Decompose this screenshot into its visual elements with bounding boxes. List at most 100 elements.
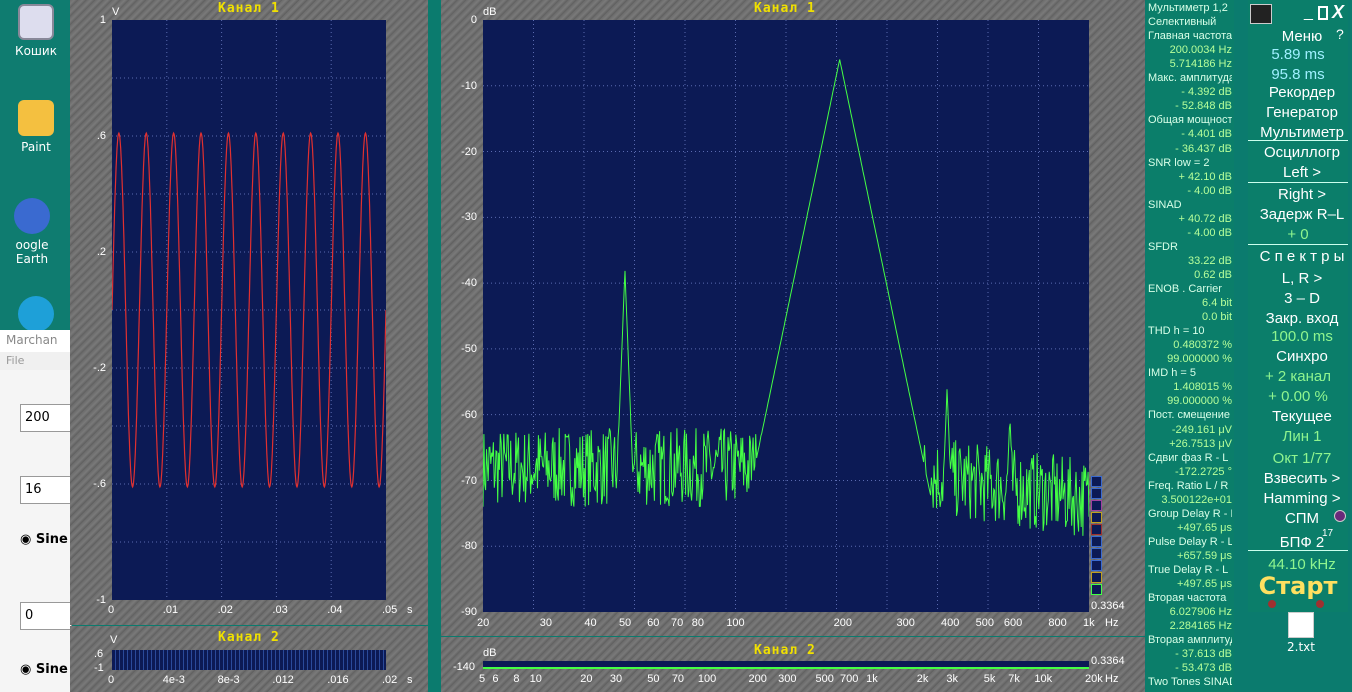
spec1-yunit: dB [483, 6, 497, 18]
google-earth-icon[interactable]: oogle Earth [0, 198, 64, 266]
menu-item[interactable]: Синхро [1276, 348, 1328, 365]
multimeter-row: + 40.72 dB [1178, 212, 1232, 225]
menu-item[interactable]: + 0 [1287, 226, 1309, 243]
spec2-xtick: 8 [513, 673, 520, 685]
field-2[interactable]: 16 [20, 476, 72, 504]
menu-item[interactable]: Генератор [1266, 104, 1338, 121]
swatch[interactable] [1091, 488, 1102, 499]
osc2-xtick: 0 [108, 674, 115, 686]
menu-item[interactable]: 44.10 kHz [1268, 556, 1336, 573]
multimeter-row: Сдвиг фаз R - L [1148, 451, 1229, 464]
spec1-trace [482, 59, 1090, 536]
menu-item[interactable]: 95.8 ms [1271, 66, 1325, 83]
menu-item[interactable]: Меню [1281, 28, 1323, 45]
spec1-ytick: -30 [461, 211, 477, 224]
radio-sine-2[interactable]: ◉ Sine [20, 662, 68, 677]
spec2-xtick: 2k [916, 673, 929, 685]
menu-item[interactable]: Задерж R–L [1259, 206, 1345, 223]
multimeter-row: - 4.00 dB [1187, 226, 1232, 239]
menu-item[interactable]: 3 – D [1284, 290, 1320, 307]
osc1-plot[interactable] [111, 20, 387, 600]
menu-item[interactable]: Hamming > [1263, 490, 1341, 507]
field-3[interactable]: 0 [20, 602, 72, 630]
oscilloscope-ch2-panel: Канал 2 V .6 -1 s 0 4e-3 8e-3 .012 .016 .02 [70, 626, 428, 692]
help-button[interactable]: ? [1336, 26, 1344, 42]
spec2-plot[interactable] [483, 661, 1089, 669]
menu-item[interactable]: + 0.00 % [1268, 388, 1328, 405]
menu-item[interactable]: Текущее [1272, 408, 1332, 425]
osc2-yunit: V [110, 634, 118, 646]
menu-item[interactable]: 100.0 ms [1271, 328, 1333, 345]
swatch[interactable] [1091, 524, 1102, 535]
multimeter-row: ENOB . Carrier [1148, 283, 1222, 295]
menu-item[interactable]: Взвесить > [1263, 470, 1341, 487]
menu-separator [1248, 550, 1348, 551]
menu-item[interactable]: БПФ 2 [1279, 534, 1325, 551]
maximize-button[interactable] [1318, 6, 1328, 20]
swatch[interactable] [1091, 572, 1102, 583]
spec1-ytick: -40 [461, 277, 477, 290]
osc1-xtick: .01 [162, 604, 179, 616]
multimeter-row: Freq. Ratio L / R [1148, 479, 1229, 492]
edge-icon[interactable] [4, 296, 68, 336]
multimeter-row: 6.4 bit [1202, 297, 1232, 310]
swatch[interactable] [1091, 536, 1102, 547]
recycle-bin-icon[interactable]: Кошик [4, 4, 68, 58]
spec1-plot[interactable] [482, 20, 1090, 612]
swatch[interactable] [1091, 560, 1102, 571]
menu-item[interactable]: Закр. вход [1265, 310, 1339, 327]
menu-item[interactable]: L, R > [1281, 270, 1323, 287]
spec2-ybot: -140 [453, 661, 476, 673]
menu-item[interactable]: Рекордер [1268, 84, 1336, 101]
paint-icon[interactable]: Paint [4, 100, 68, 154]
osc1-ytick: -.6 [93, 478, 106, 490]
menu-item[interactable]: Окт 1/77 [1272, 450, 1332, 467]
spm-toggle-icon[interactable] [1334, 510, 1346, 522]
osc1-svg [111, 20, 387, 600]
multimeter-row: Пост. смещение [1148, 409, 1231, 422]
menu-item[interactable]: Right > [1278, 186, 1326, 203]
swatch[interactable] [1091, 584, 1102, 595]
radio-sine-1[interactable]: ◉ Sine [20, 532, 68, 547]
desktop-icon-label: oogle Earth [15, 238, 49, 266]
color-swatches[interactable] [1091, 476, 1103, 596]
multimeter-row: SINAD [1148, 198, 1182, 211]
osc1-xunit: s [407, 604, 413, 616]
multimeter-row: 0.480372 % [1173, 339, 1232, 352]
menu-item[interactable]: Left > [1283, 164, 1321, 181]
close-button[interactable]: X [1332, 2, 1345, 22]
menu-item[interactable]: Мультиметр [1260, 124, 1344, 141]
menu-item[interactable]: Лин 1 [1282, 428, 1322, 445]
swatch[interactable] [1091, 512, 1102, 523]
multimeter-row: Селективный [1148, 16, 1217, 29]
multimeter-row: +26.7513 μV [1169, 437, 1232, 450]
swatch[interactable] [1091, 500, 1102, 511]
multimeter-row: Мультиметр 1,2 [1148, 2, 1228, 14]
osc1-yunit: V [112, 6, 120, 18]
multimeter-row: - 4.401 dB [1181, 128, 1232, 141]
spec2-xtick: 1k [866, 673, 878, 685]
swatch[interactable] [1091, 548, 1102, 559]
osc2-xunit: s [407, 674, 413, 686]
osc2-plot[interactable] [112, 650, 386, 670]
field-1[interactable]: 200 [20, 404, 72, 432]
spec2-xtick: 20 [580, 673, 593, 685]
menu-item[interactable]: + 2 канал [1264, 368, 1332, 385]
spec2-xtick: 100 [697, 673, 717, 685]
file-label: 2.txt [1287, 640, 1315, 654]
file-2txt-icon[interactable]: 2.txt [1276, 612, 1326, 654]
file-menu[interactable]: File [0, 352, 72, 370]
multimeter-row: +657.59 μs [1177, 549, 1232, 562]
menu-separator [1248, 244, 1348, 245]
multimeter-row: - 36.437 dB [1175, 142, 1232, 155]
menu-item[interactable]: С п е к т р ы [1259, 248, 1345, 265]
menu-item[interactable]: СПМ [1284, 510, 1320, 527]
swatch[interactable] [1091, 476, 1102, 487]
multimeter-row: 99.000000 % [1167, 395, 1232, 408]
spectrum-ch2-panel: Канал 2 dB -140 0.3364 Hz 5 6 8 10 20 30 50 70 1… [441, 637, 1145, 692]
minimize-button[interactable]: _ [1304, 4, 1313, 21]
menu-item[interactable]: Осциллогр [1264, 144, 1340, 161]
start-button[interactable]: Старт [1258, 572, 1338, 600]
background-window[interactable]: Marchan File 200 16 ◉ Sine 0 ◉ Sine [0, 330, 72, 692]
menu-item[interactable]: 5.89 ms [1271, 46, 1325, 63]
